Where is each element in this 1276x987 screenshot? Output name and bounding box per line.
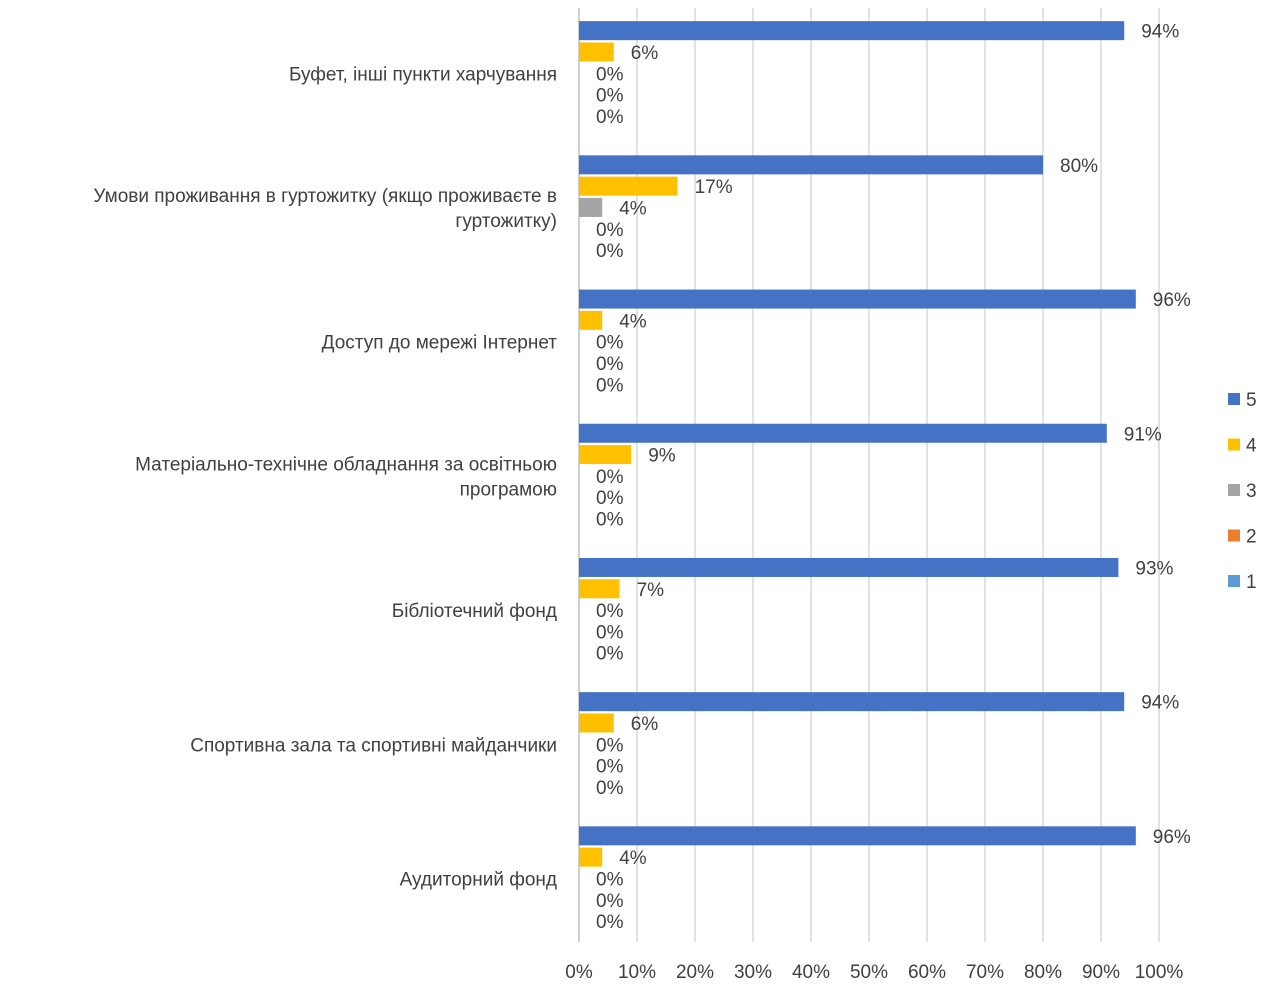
category-label: Матеріально-технічне обладнання за освіт… xyxy=(135,454,557,500)
data-label: 0% xyxy=(596,241,624,262)
legend-label: 3 xyxy=(1246,481,1257,502)
data-label: 0% xyxy=(596,107,624,128)
data-label: 0% xyxy=(596,644,624,665)
bars xyxy=(579,21,1136,867)
legend-label: 2 xyxy=(1246,527,1257,548)
data-label: 93% xyxy=(1135,558,1173,579)
x-tick-label: 60% xyxy=(908,962,946,983)
x-tick-label: 0% xyxy=(565,962,593,983)
data-label: 6% xyxy=(631,43,659,64)
data-label: 4% xyxy=(619,198,647,219)
data-label: 0% xyxy=(596,509,624,530)
bar-series-5 xyxy=(579,21,1125,41)
data-label: 96% xyxy=(1153,290,1191,311)
legend-label: 5 xyxy=(1246,390,1257,411)
x-tick-label: 10% xyxy=(618,962,656,983)
data-label: 0% xyxy=(596,86,624,107)
x-tick-label: 70% xyxy=(966,962,1004,983)
x-tick-label: 100% xyxy=(1135,962,1184,983)
bar-series-5 xyxy=(579,557,1119,577)
bar-series-4 xyxy=(579,713,614,733)
data-label: 7% xyxy=(637,580,665,601)
bar-series-4 xyxy=(579,847,603,867)
bar-series-5 xyxy=(579,692,1125,712)
x-tick-label: 80% xyxy=(1024,962,1062,983)
data-label: 9% xyxy=(648,446,676,467)
data-label: 0% xyxy=(596,869,624,890)
x-tick-label: 40% xyxy=(792,962,830,983)
data-label: 94% xyxy=(1141,22,1179,43)
data-label: 0% xyxy=(596,778,624,799)
data-label: 0% xyxy=(596,220,624,241)
legend-swatch xyxy=(1228,575,1240,587)
legend-swatch xyxy=(1228,393,1240,405)
bar-series-5 xyxy=(579,423,1107,443)
bar-series-5 xyxy=(579,826,1136,846)
x-tick-label: 50% xyxy=(850,962,888,983)
data-label: 6% xyxy=(631,714,659,735)
bar-series-4 xyxy=(579,42,614,62)
data-label: 0% xyxy=(596,622,624,643)
bar-series-4 xyxy=(579,176,678,196)
data-label: 0% xyxy=(596,757,624,778)
data-label: 0% xyxy=(596,64,624,85)
data-label: 0% xyxy=(596,601,624,622)
gridlines xyxy=(578,8,1160,942)
bar-series-3 xyxy=(579,197,603,217)
x-tick-label: 20% xyxy=(676,962,714,983)
data-label: 0% xyxy=(596,891,624,912)
category-label: Спортивна зала та спортивні майданчики xyxy=(190,735,557,756)
legend-swatch xyxy=(1228,438,1240,451)
data-label: 80% xyxy=(1060,156,1098,177)
data-label: 94% xyxy=(1141,693,1179,714)
bar-series-4 xyxy=(579,579,620,599)
category-labels: Буфет, інші пункти харчування Умови прожи… xyxy=(93,64,557,890)
data-label: 91% xyxy=(1124,424,1162,445)
bar-series-4 xyxy=(579,310,603,330)
bar-series-5 xyxy=(579,155,1043,175)
legend-swatch xyxy=(1228,484,1240,496)
data-label: 0% xyxy=(596,735,624,756)
category-label: Бібліотечний фонд xyxy=(392,601,557,622)
category-label: Буфет, інші пункти харчування xyxy=(289,64,557,85)
data-labels: 94%6%0%0%0%80%17%4%0%0%96%4%0%0%0%91%9%0… xyxy=(596,22,1191,933)
data-label: 0% xyxy=(596,467,624,488)
legend-label: 4 xyxy=(1246,436,1257,457)
legend-label: 1 xyxy=(1246,572,1257,593)
category-label: Аудиторний фонд xyxy=(400,869,557,890)
category-label: Доступ до мережі Інтернет xyxy=(322,333,558,354)
category-label: Умови проживання в гуртожитку (якщо прож… xyxy=(93,186,557,232)
bar-series-5 xyxy=(579,289,1136,309)
x-axis-ticks: 0% 10% 20% 30% 40% 50% 60% 70% 80% 90% 100% xyxy=(565,962,1183,983)
data-label: 0% xyxy=(596,375,624,396)
data-label: 17% xyxy=(695,177,733,198)
bar-series-4 xyxy=(579,445,632,465)
data-label: 0% xyxy=(596,488,624,509)
data-label: 4% xyxy=(619,848,647,869)
x-tick-label: 90% xyxy=(1082,962,1120,983)
data-label: 96% xyxy=(1153,827,1191,848)
data-label: 4% xyxy=(619,311,647,332)
legend-swatch xyxy=(1228,529,1240,542)
data-label: 0% xyxy=(596,333,624,354)
data-label: 0% xyxy=(596,354,624,375)
x-tick-label: 30% xyxy=(734,962,772,983)
legend: 5 4 3 2 1 xyxy=(1228,390,1257,593)
data-label: 0% xyxy=(596,912,624,933)
